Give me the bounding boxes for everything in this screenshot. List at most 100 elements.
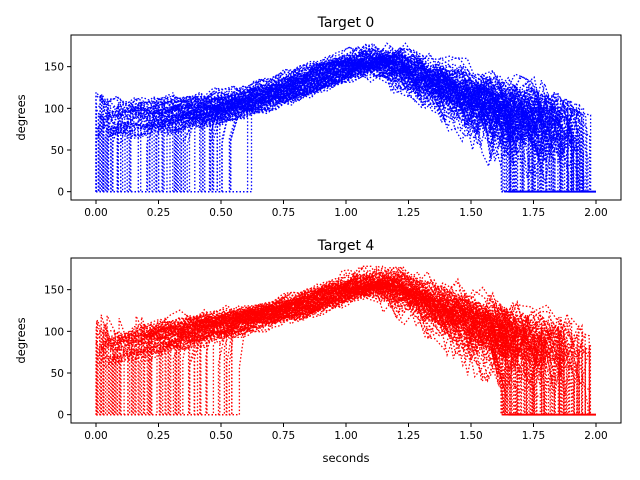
trial-line <box>96 265 596 416</box>
x-tick-label: 1.50 <box>459 207 482 219</box>
y-tick-label: 50 <box>51 368 64 380</box>
trial-line <box>96 56 596 193</box>
x-tick-label: 2.00 <box>584 430 607 442</box>
trial-line <box>96 58 596 193</box>
x-tick-label: 0.75 <box>272 207 295 219</box>
x-tick-label: 0.50 <box>209 430 232 442</box>
x-tick-label: 0.25 <box>147 207 170 219</box>
chart-title: Target 0 <box>317 15 375 31</box>
chart-title: Target 4 <box>317 238 375 254</box>
trial-line <box>96 49 596 193</box>
trial-line <box>96 276 596 416</box>
x-tick-label: 0.75 <box>272 430 295 442</box>
x-tick-label: 1.00 <box>334 430 357 442</box>
x-tick-label: 1.25 <box>397 207 420 219</box>
trial-line <box>96 43 596 193</box>
trial-line <box>96 265 596 416</box>
trial-line <box>96 47 596 193</box>
trial-line <box>96 47 596 193</box>
trial-line <box>96 58 596 193</box>
y-axis-label: degrees <box>14 94 28 140</box>
trial-line <box>96 49 596 193</box>
trial-line <box>96 279 596 416</box>
trial-line <box>96 59 596 193</box>
trial-line <box>96 53 596 193</box>
trial-line <box>96 275 596 416</box>
y-axis-label: degrees <box>14 317 28 363</box>
trial-line <box>96 282 596 416</box>
x-tick-label: 1.50 <box>459 430 482 442</box>
y-axis-ticks: 0 50 100 150 <box>44 285 71 422</box>
trial-line <box>95 275 596 416</box>
x-tick-label: 0.50 <box>209 207 232 219</box>
y-tick-label: 150 <box>44 62 64 74</box>
trial-line <box>96 283 596 416</box>
x-tick-label: 1.75 <box>522 430 545 442</box>
x-tick-label: 2.00 <box>584 207 607 219</box>
trial-line <box>96 283 596 416</box>
trial-line <box>96 274 596 416</box>
trial-line <box>96 55 596 193</box>
trial-line <box>96 59 596 193</box>
trial-line <box>96 280 596 416</box>
y-tick-label: 0 <box>57 187 64 199</box>
x-tick-label: 1.00 <box>334 207 357 219</box>
trial-line <box>96 265 596 416</box>
trial-line <box>96 284 596 416</box>
trial-line <box>96 55 596 193</box>
trial-line <box>96 276 596 416</box>
trial-line <box>96 271 596 416</box>
trial-lines <box>95 265 596 416</box>
trial-line <box>96 61 596 193</box>
trial-line <box>96 58 596 193</box>
trial-line <box>96 275 596 416</box>
trial-line <box>96 48 596 193</box>
trial-line <box>96 276 596 416</box>
x-tick-label: 0.25 <box>147 430 170 442</box>
trial-line <box>96 284 596 416</box>
y-tick-label: 150 <box>44 285 64 297</box>
trial-line <box>96 62 596 193</box>
trial-line <box>96 59 596 193</box>
x-axis-ticks: 0.00 0.25 0.50 0.75 1.00 1.25 1.50 1.75 2.00 <box>84 423 608 442</box>
trial-line <box>96 270 596 416</box>
trial-line <box>96 273 596 416</box>
trial-line <box>95 54 596 193</box>
trial-line <box>96 269 596 416</box>
trial-line <box>96 276 596 416</box>
trial-line <box>96 53 596 193</box>
trial-line <box>96 57 596 193</box>
y-tick-label: 100 <box>44 326 64 338</box>
subplot-target-4: Target 4 0.00 0.25 0.50 0.75 1.00 1.25 1.50 1.7… <box>14 238 622 465</box>
trial-line <box>96 279 596 416</box>
trial-line <box>96 283 596 416</box>
trial-line <box>96 65 596 193</box>
trial-line <box>96 283 596 416</box>
x-tick-label: 1.25 <box>397 430 420 442</box>
trial-line <box>96 277 596 416</box>
trial-line <box>96 54 596 193</box>
trial-line <box>96 53 596 193</box>
y-tick-label: 50 <box>51 145 64 157</box>
trial-line <box>95 54 596 193</box>
trial-line <box>96 271 596 416</box>
x-tick-label: 0.00 <box>84 430 107 442</box>
trial-line <box>96 279 596 416</box>
trial-lines <box>95 42 596 193</box>
trial-line <box>96 53 596 193</box>
subplot-target-0: Target 0 0.00 0.25 0.50 0.75 1.00 1.25 1.50 1.7… <box>14 15 622 219</box>
trial-line <box>96 274 596 416</box>
y-axis-ticks: 0 50 100 150 <box>44 62 71 199</box>
x-tick-label: 1.75 <box>522 207 545 219</box>
x-axis-label: seconds <box>322 451 369 465</box>
trial-line <box>96 49 596 193</box>
trial-line <box>96 47 596 193</box>
trial-line <box>96 54 596 193</box>
x-axis-ticks: 0.00 0.25 0.50 0.75 1.00 1.25 1.50 1.75 2.00 <box>84 200 608 219</box>
x-tick-label: 0.00 <box>84 207 107 219</box>
trial-line <box>96 273 596 416</box>
y-tick-label: 0 <box>57 410 64 422</box>
trial-line <box>95 59 596 193</box>
y-tick-label: 100 <box>44 103 64 115</box>
